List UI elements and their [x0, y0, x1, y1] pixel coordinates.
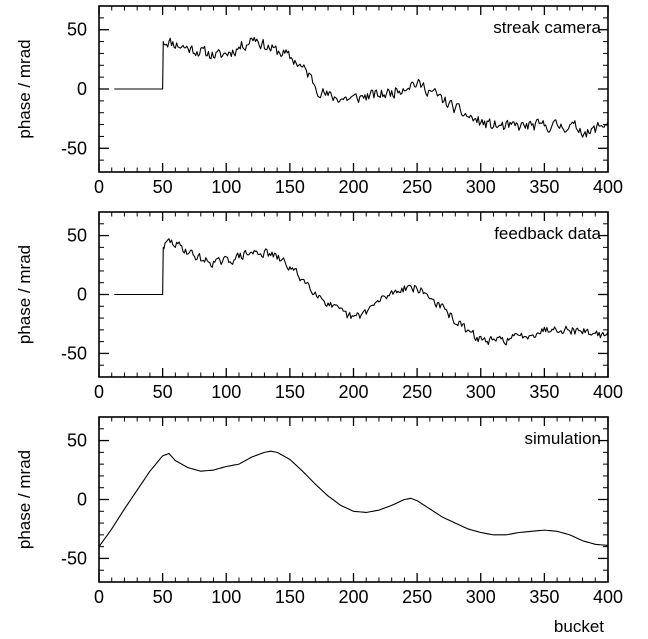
x-tick-label: 0 [94, 382, 104, 402]
y-tick-label: 50 [67, 20, 87, 40]
x-tick-label: 100 [211, 382, 241, 402]
y-tick-label: 0 [77, 285, 87, 305]
y-tick-label: -50 [61, 138, 87, 158]
x-tick-label: 400 [593, 177, 623, 197]
series-line [114, 238, 609, 346]
series-line [114, 36, 609, 138]
x-tick-label: 250 [402, 587, 432, 607]
y-axis-label: phase / mrad [15, 39, 34, 138]
x-tick-label: 250 [402, 177, 432, 197]
x-tick-label: 300 [466, 382, 496, 402]
y-axis-label: phase / mrad [15, 450, 34, 549]
x-tick-label: 400 [593, 587, 623, 607]
x-tick-label: 50 [153, 177, 173, 197]
x-tick-label: 100 [211, 587, 241, 607]
x-tick-label: 150 [275, 587, 305, 607]
panel-title: simulation [524, 429, 601, 448]
y-axis-label: phase / mrad [15, 245, 34, 344]
x-tick-label: 200 [338, 382, 368, 402]
x-tick-label: 0 [94, 587, 104, 607]
x-tick-label: 350 [529, 177, 559, 197]
panel-title: streak camera [493, 18, 601, 37]
y-tick-label: 50 [67, 226, 87, 246]
y-tick-label: 0 [77, 490, 87, 510]
x-tick-label: 300 [466, 177, 496, 197]
x-tick-label: 400 [593, 382, 623, 402]
x-axis-label: bucket [554, 617, 604, 636]
panel-title: feedback data [494, 224, 601, 243]
x-tick-label: 200 [338, 587, 368, 607]
series-line [98, 450, 609, 547]
x-tick-label: 150 [275, 177, 305, 197]
y-tick-label: 0 [77, 79, 87, 99]
panel-feedback-data: 0 50 100 150 200 250 300 350 400 -50 0 50 phase / mr… [15, 211, 623, 402]
x-tick-label: 0 [94, 177, 104, 197]
x-tick-label: 50 [153, 382, 173, 402]
x-tick-label: 200 [338, 177, 368, 197]
x-tick-label: 350 [529, 382, 559, 402]
x-tick-label: 100 [211, 177, 241, 197]
x-tick-label: 150 [275, 382, 305, 402]
x-tick-label: 50 [153, 587, 173, 607]
x-tick-label: 250 [402, 382, 432, 402]
panel-simulation: 0 50 100 150 200 250 300 350 400 -50 0 50 phase / mr… [15, 416, 623, 636]
x-tick-label: 300 [466, 587, 496, 607]
panel-streak-camera: 0 50 100 150 200 250 300 350 400 -50 0 50 phase / mr… [15, 5, 623, 197]
y-tick-label: -50 [61, 548, 87, 568]
y-tick-label: -50 [61, 343, 87, 363]
y-tick-label: 50 [67, 431, 87, 451]
x-tick-label: 350 [529, 587, 559, 607]
